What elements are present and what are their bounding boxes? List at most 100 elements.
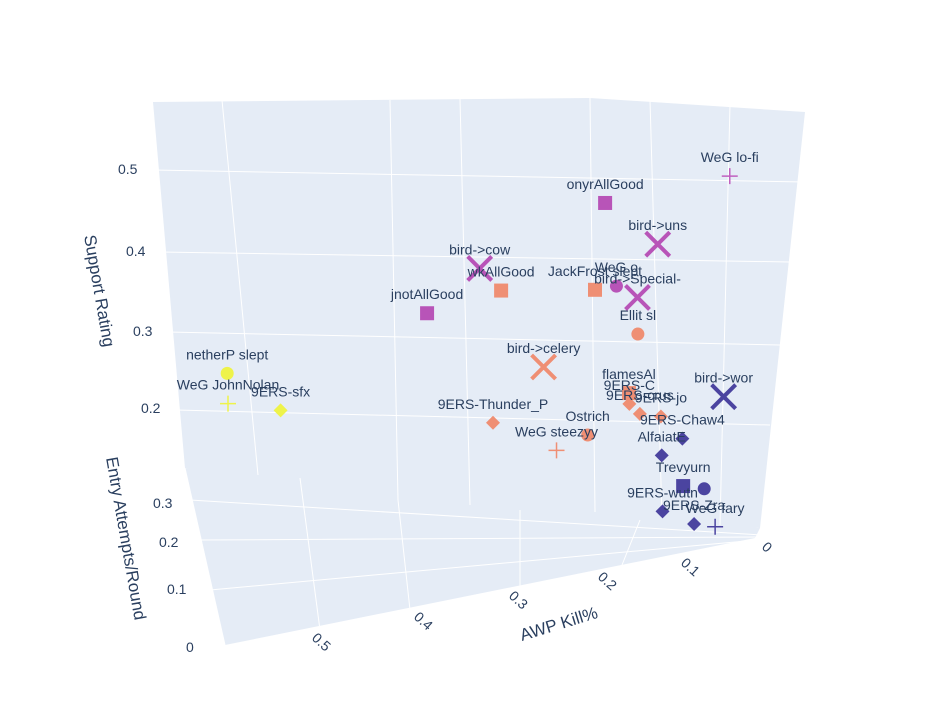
data-points: WeG lo-fi onyrAllGood bird->uns bird->cow We… <box>177 149 759 535</box>
data-point[interactable]: netherP slept <box>186 346 268 380</box>
point-marker[interactable] <box>588 282 602 297</box>
point-label: 9ERS-Chaw4 <box>640 412 725 428</box>
data-point[interactable]: JackFrost slept <box>548 263 642 297</box>
data-point[interactable]: bird->cow <box>449 241 511 282</box>
data-point[interactable]: 9ERS-Thunder_P <box>438 396 549 430</box>
point-marker[interactable] <box>687 517 702 532</box>
point-marker[interactable] <box>622 396 637 411</box>
data-point[interactable]: WeG lo-fi <box>701 149 759 185</box>
point-label: Ostrich <box>566 408 610 424</box>
point-marker[interactable] <box>220 366 234 380</box>
point-marker[interactable] <box>494 283 509 298</box>
grid-line <box>152 169 806 183</box>
data-point[interactable]: 9ERS-C <box>604 377 655 411</box>
grid-line <box>397 499 411 611</box>
data-point[interactable]: 9ERS-Zra <box>663 497 725 532</box>
point-marker[interactable] <box>631 327 645 341</box>
point-label: WeG steezyy <box>515 423 598 439</box>
data-point[interactable]: bird->uns <box>628 217 687 258</box>
data-point[interactable]: flamesAl <box>602 366 656 401</box>
data-point[interactable]: jnotAllGood <box>390 286 463 321</box>
point-label: AlfaiatE <box>638 428 686 444</box>
data-point[interactable]: 9ERS-wutn <box>627 484 698 519</box>
x-tick-label: 0.5 <box>309 629 334 654</box>
point-marker[interactable] <box>710 383 738 411</box>
data-point[interactable]: bird->wor <box>694 370 753 411</box>
grid-line <box>459 98 471 506</box>
point-marker[interactable] <box>530 353 558 381</box>
x-tick-label: 0.1 <box>678 554 703 579</box>
point-marker[interactable] <box>632 406 647 421</box>
data-point[interactable]: 9ERS-Chaw4 <box>640 412 725 446</box>
grid-line <box>389 99 399 501</box>
point-label: bird->celery <box>507 340 581 356</box>
data-point[interactable]: WeG o <box>595 259 639 293</box>
data-point[interactable]: WeG fary <box>686 500 745 535</box>
point-label: 9ERS-Thunder_P <box>438 396 549 412</box>
y-axis-title: Entry Attempts/Round <box>102 455 149 621</box>
grid-line <box>184 467 226 646</box>
x-tick-label: 0.4 <box>411 608 436 633</box>
data-point[interactable]: 9ERS-sfx <box>251 383 310 418</box>
point-marker[interactable] <box>697 482 711 496</box>
grid-line <box>299 477 321 631</box>
point-label: Trevyurn <box>656 459 711 475</box>
point-marker[interactable] <box>621 386 636 401</box>
data-point[interactable]: Ostrich <box>566 408 610 442</box>
grid-line <box>209 539 758 591</box>
data-point[interactable]: 9ERS-jo <box>635 390 687 424</box>
data-point[interactable]: Trevyurn <box>656 459 711 494</box>
data-point[interactable]: bird->Special- <box>594 270 681 311</box>
grid-lines <box>152 97 806 646</box>
point-marker[interactable] <box>609 279 623 293</box>
point-marker[interactable] <box>624 284 651 311</box>
point-label: bird->wor <box>694 370 753 386</box>
data-point[interactable]: Ellit sl <box>620 307 657 341</box>
point-marker[interactable] <box>707 518 724 535</box>
z-axis-title: Support Rating <box>80 233 118 348</box>
point-marker[interactable] <box>548 442 565 459</box>
point-marker[interactable] <box>420 306 435 321</box>
point-label: 9ERS-sfx <box>251 383 310 399</box>
x-tick-label: 0.2 <box>595 568 620 593</box>
y-tick-label: 0.1 <box>167 581 187 597</box>
grid-line <box>719 103 731 526</box>
point-label: Ellit sl <box>620 307 657 323</box>
point-marker[interactable] <box>466 255 494 282</box>
data-point[interactable]: AlfaiatE <box>638 428 686 463</box>
point-marker[interactable] <box>486 415 500 430</box>
data-point[interactable]: bird->celery <box>507 340 581 381</box>
data-point[interactable]: WeG steezyy <box>515 423 598 459</box>
point-marker[interactable] <box>653 409 668 424</box>
point-marker[interactable] <box>581 428 595 442</box>
point-label: bird->uns <box>628 217 687 233</box>
point-marker[interactable] <box>644 230 672 258</box>
point-marker[interactable] <box>273 403 288 418</box>
data-point[interactable]: WeG JohnNolan <box>177 377 279 412</box>
y-tick-label: 0 <box>186 639 194 655</box>
point-marker[interactable] <box>676 479 691 494</box>
point-marker[interactable] <box>220 395 236 412</box>
grid-line <box>175 409 771 426</box>
data-point[interactable]: wkAllGood <box>467 264 535 298</box>
grid-line <box>589 97 596 513</box>
point-marker[interactable] <box>721 168 738 185</box>
y-tick-label: 0.2 <box>159 534 179 550</box>
point-marker[interactable] <box>655 504 670 519</box>
point-marker[interactable] <box>598 195 613 210</box>
point-label: bird->cow <box>449 241 511 257</box>
grid-line <box>159 251 791 263</box>
grid-line <box>197 536 761 541</box>
data-point[interactable] <box>697 482 711 496</box>
z-tick-label: 0.3 <box>133 323 153 339</box>
data-point[interactable]: onyrAllGood <box>567 176 644 210</box>
point-label: WeG fary <box>686 500 745 516</box>
grid-line <box>189 499 763 536</box>
data-point[interactable]: 9ERS-crus <box>606 387 674 421</box>
point-marker[interactable] <box>675 431 690 446</box>
point-label: JackFrost slept <box>548 263 642 279</box>
point-label: WeG JohnNolan <box>177 377 279 393</box>
point-marker[interactable] <box>654 448 669 463</box>
floor-pane <box>185 468 760 645</box>
